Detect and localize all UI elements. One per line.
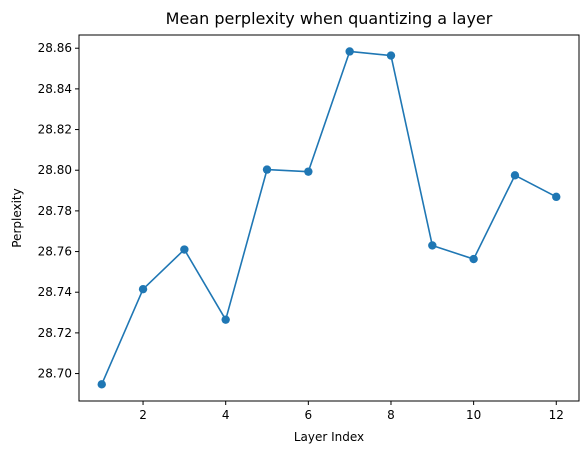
y-tick-label: 28.70	[38, 367, 72, 381]
data-point	[386, 51, 396, 60]
data-point	[180, 245, 189, 254]
chart-title: Mean perplexity when quantizing a layer	[166, 9, 493, 28]
x-tick-label: 6	[305, 408, 313, 422]
data-point	[510, 171, 520, 180]
y-tick-label: 28.84	[38, 82, 72, 96]
data-point	[469, 254, 478, 264]
data-point	[428, 241, 437, 250]
axes-frame	[78, 34, 580, 402]
y-tick-label: 28.76	[38, 245, 72, 259]
data-point	[304, 167, 313, 176]
y-tick-label: 28.86	[38, 41, 72, 55]
x-tick-label: 10	[466, 408, 481, 422]
data-point	[262, 165, 272, 174]
series-line	[100, 50, 557, 385]
x-axis-ticks: 2 4 6 8 10 12	[139, 401, 564, 422]
y-tick-label: 28.74	[38, 285, 72, 299]
data-point	[552, 192, 561, 202]
series-layer	[97, 47, 561, 389]
y-tick-label: 28.82	[38, 123, 72, 137]
x-tick-label: 12	[549, 408, 564, 422]
plot-area: 2 4 6 8 10 12 28.7028.7228.7428.7628.7828.802…	[38, 34, 580, 422]
y-tick-label: 28.80	[38, 163, 72, 177]
data-point	[138, 284, 148, 294]
x-tick-label: 4	[222, 408, 230, 422]
data-point	[221, 315, 230, 324]
y-axis-ticks: 28.70 28.72 28.74 28.76 28.78 28.80 28.82 28.84…	[38, 41, 79, 381]
y-tick-label: 28.72	[38, 326, 72, 340]
data-point	[97, 380, 106, 389]
y-axis-label: Perplexity	[10, 188, 24, 248]
x-tick-label: 8	[387, 408, 395, 422]
data-point	[345, 47, 354, 56]
y-tick-label: 28.78	[38, 204, 72, 218]
x-axis-label: Layer Index	[294, 430, 364, 444]
x-tick-label: 2	[139, 408, 147, 422]
